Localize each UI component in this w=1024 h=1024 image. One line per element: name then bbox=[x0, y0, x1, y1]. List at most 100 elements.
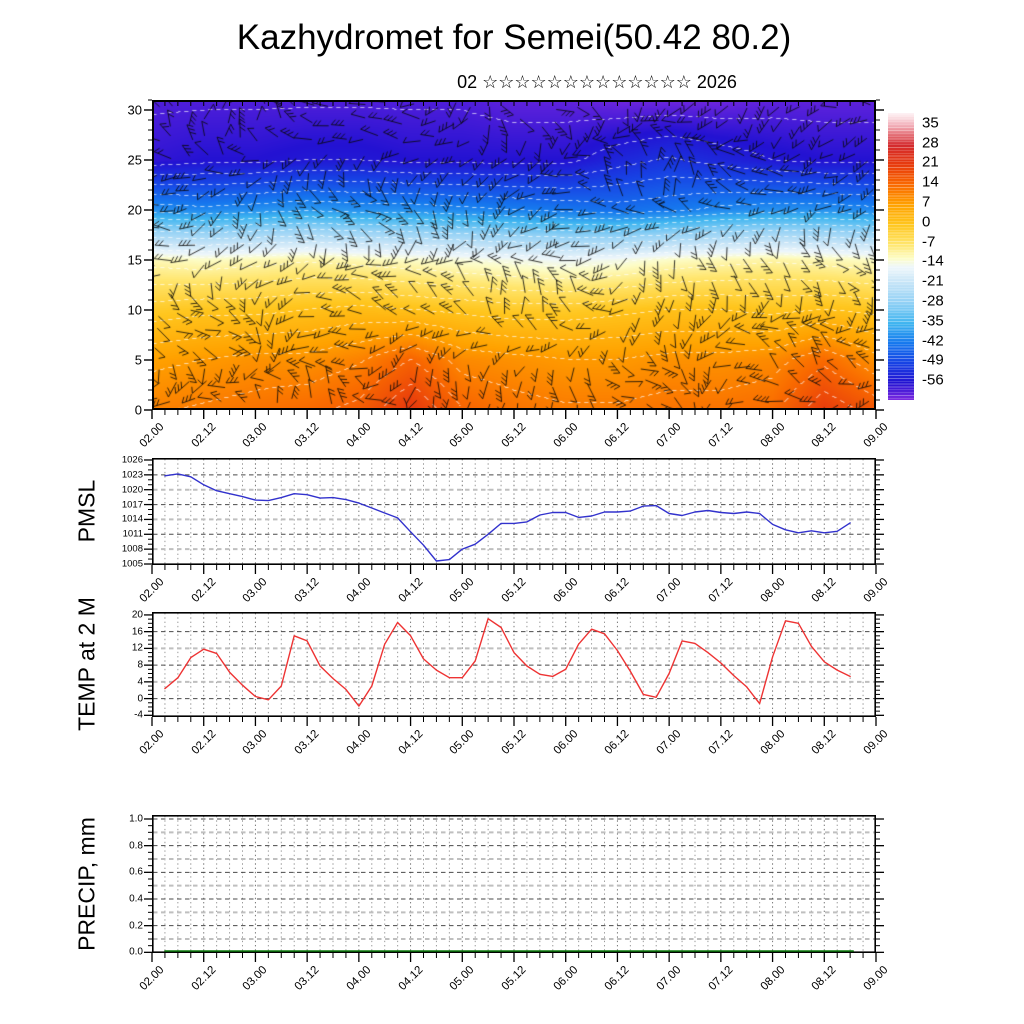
x-tick-label: 07.00 bbox=[654, 728, 684, 757]
colorbar-tick-label: -28 bbox=[922, 292, 944, 310]
height-y-tick-label: 0 bbox=[134, 402, 142, 418]
pmsl-y-tick-label: 1014 bbox=[121, 513, 143, 525]
pmsl-line bbox=[164, 473, 851, 562]
colorbar-tick-label: 0 bbox=[922, 213, 931, 231]
x-tick-label: 02.00 bbox=[137, 964, 167, 993]
x-tick-label: 04.00 bbox=[344, 576, 374, 605]
temp-y-tick-label: -4 bbox=[134, 709, 143, 721]
x-tick-label: 08.00 bbox=[758, 964, 788, 993]
x-tick-label: 05.12 bbox=[499, 728, 529, 757]
temp-y-tick-label: 0 bbox=[137, 693, 143, 705]
x-tick-label: 02.00 bbox=[137, 421, 167, 450]
x-tick-label: 07.12 bbox=[706, 576, 736, 605]
pmsl-chart bbox=[144, 458, 884, 574]
temp-chart bbox=[144, 612, 884, 726]
x-tick-label: 08.12 bbox=[809, 964, 839, 993]
colorbar-tick-label: -7 bbox=[922, 233, 936, 251]
temp-axis-title: TEMP at 2 M bbox=[73, 597, 100, 731]
precip-y-tick-label: 0.0 bbox=[129, 946, 143, 958]
x-tick-label: 05.12 bbox=[499, 964, 529, 993]
colorbar-tick-label: -42 bbox=[922, 332, 944, 350]
x-tick-label: 03.12 bbox=[292, 964, 322, 993]
x-tick-label: 03.00 bbox=[241, 964, 270, 993]
x-tick-label: 08.12 bbox=[809, 728, 839, 757]
x-tick-label: 05.00 bbox=[447, 964, 477, 993]
colorbar-tick-label: 21 bbox=[922, 153, 939, 171]
x-tick-label: 04.00 bbox=[344, 421, 374, 450]
x-tick-label: 08.12 bbox=[809, 576, 839, 605]
x-tick-label: 07.12 bbox=[706, 421, 736, 450]
pmsl-y-tick-label: 1005 bbox=[121, 558, 143, 570]
x-tick-label: 04.00 bbox=[344, 728, 374, 757]
x-tick-label: 06.12 bbox=[603, 728, 632, 757]
x-tick-label: 03.12 bbox=[292, 728, 322, 757]
x-tick-label: 04.12 bbox=[396, 728, 426, 757]
colorbar-tick-label: -14 bbox=[922, 252, 944, 270]
x-tick-label: 02.12 bbox=[189, 964, 219, 993]
x-tick-label: 09.00 bbox=[861, 576, 891, 605]
x-tick-label: 02.12 bbox=[189, 576, 219, 605]
height-y-tick-label: 25 bbox=[127, 152, 142, 168]
pmsl-y-tick-label: 1011 bbox=[122, 528, 143, 540]
height-y-tick-label: 20 bbox=[127, 202, 142, 218]
x-tick-label: 07.00 bbox=[654, 964, 684, 993]
x-tick-label: 05.12 bbox=[499, 421, 529, 450]
x-tick-label: 03.00 bbox=[241, 576, 270, 605]
precip-y-tick-label: 0.6 bbox=[129, 866, 143, 878]
x-tick-label: 06.00 bbox=[551, 728, 581, 757]
precip-chart bbox=[144, 815, 884, 962]
x-tick-label: 06.00 bbox=[551, 421, 581, 450]
x-tick-label: 04.12 bbox=[396, 576, 426, 605]
colorbar-tick-label: -21 bbox=[922, 272, 944, 290]
x-tick-label: 06.12 bbox=[603, 421, 632, 450]
x-tick-label: 02.00 bbox=[137, 576, 167, 605]
colorbar-tick-label: 7 bbox=[922, 193, 931, 211]
x-tick-label: 06.00 bbox=[551, 576, 581, 605]
x-tick-label: 02.00 bbox=[137, 728, 167, 757]
x-tick-label: 03.00 bbox=[241, 421, 270, 450]
precip-y-tick-label: 0.8 bbox=[129, 840, 143, 852]
x-tick-label: 03.00 bbox=[241, 728, 270, 757]
precip-y-tick-label: 0.4 bbox=[129, 893, 143, 905]
x-tick-label: 06.12 bbox=[603, 576, 632, 605]
x-tick-label: 05.12 bbox=[499, 576, 529, 605]
colorbar-tick-label: -49 bbox=[922, 351, 944, 369]
height-y-tick-label: 10 bbox=[127, 302, 142, 318]
height-y-tick-label: 30 bbox=[127, 102, 142, 118]
temp-y-tick-label: 4 bbox=[137, 676, 143, 688]
x-tick-label: 04.12 bbox=[396, 421, 426, 450]
temp-y-tick-label: 8 bbox=[137, 659, 143, 671]
x-tick-label: 04.00 bbox=[344, 964, 374, 993]
x-tick-label: 07.00 bbox=[654, 576, 684, 605]
temp-y-tick-label: 16 bbox=[131, 626, 143, 638]
x-tick-label: 09.00 bbox=[861, 421, 891, 450]
pmsl-y-tick-label: 1008 bbox=[121, 543, 143, 555]
x-tick-label: 07.00 bbox=[654, 421, 684, 450]
pmsl-y-tick-label: 1026 bbox=[121, 454, 143, 466]
x-tick-label: 08.12 bbox=[809, 421, 839, 450]
height-y-tick-label: 5 bbox=[134, 352, 142, 368]
cross-section-heatmap bbox=[152, 100, 876, 410]
temp-y-tick-label: 20 bbox=[131, 609, 143, 621]
pmsl-axis-title: PMSL bbox=[73, 479, 100, 543]
height-y-tick-label: 15 bbox=[127, 252, 142, 268]
precip-y-tick-label: 0.2 bbox=[129, 920, 143, 932]
x-tick-label: 02.12 bbox=[189, 421, 219, 450]
x-tick-label: 02.12 bbox=[189, 728, 219, 757]
pmsl-y-tick-label: 1020 bbox=[121, 484, 143, 496]
pmsl-y-tick-label: 1017 bbox=[121, 499, 143, 511]
colorbar-tick-label: 28 bbox=[922, 134, 939, 152]
x-tick-label: 09.00 bbox=[861, 964, 891, 993]
colorbar-tick-label: -35 bbox=[922, 312, 944, 330]
x-tick-label: 05.00 bbox=[447, 728, 477, 757]
x-tick-label: 07.12 bbox=[706, 728, 736, 757]
precip-axis-title: PRECIP, mm bbox=[73, 817, 100, 951]
x-tick-label: 08.00 bbox=[758, 421, 788, 450]
temp2m-line bbox=[164, 617, 851, 707]
precip-y-tick-label: 1.0 bbox=[129, 813, 143, 825]
x-tick-label: 09.00 bbox=[861, 728, 891, 757]
page-title: Kazhydromet for Semei(50.42 80.2) bbox=[236, 18, 792, 57]
x-tick-label: 07.12 bbox=[706, 964, 736, 993]
pmsl-y-tick-label: 1023 bbox=[121, 469, 143, 481]
x-tick-label: 08.00 bbox=[758, 728, 788, 757]
